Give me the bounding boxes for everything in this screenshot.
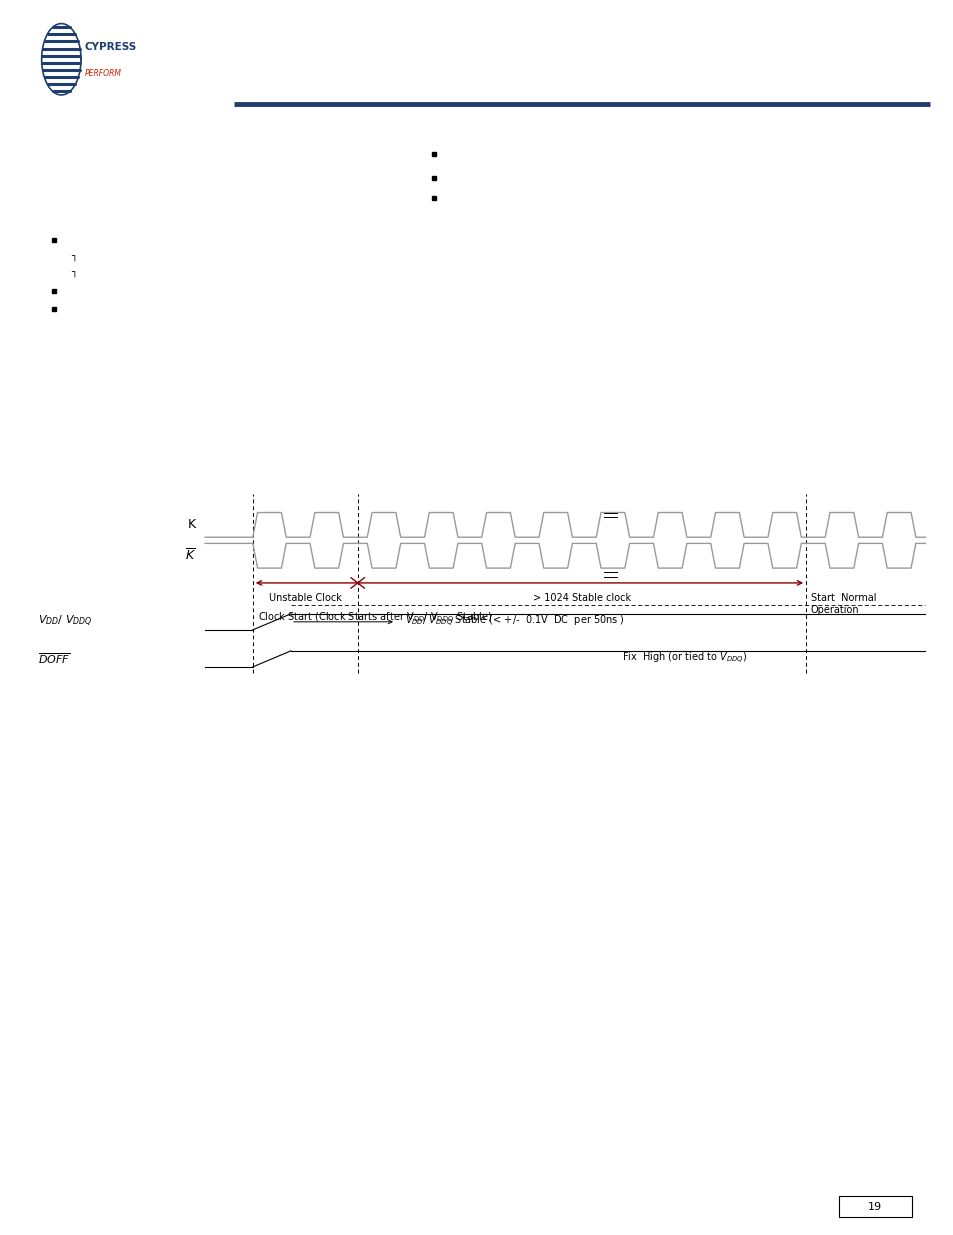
Text: Clock Start (Clock Starts after $\mathregular{V_{DD}}$/ $\mathregular{V_{DDQ}}$ : Clock Start (Clock Starts after $\mathre… bbox=[257, 611, 491, 626]
Text: ┐: ┐ bbox=[71, 252, 77, 262]
Text: $\overline{DOFF}$: $\overline{DOFF}$ bbox=[38, 652, 71, 666]
Text: Fix  High (or tied to $V_{DDQ}$): Fix High (or tied to $V_{DDQ}$) bbox=[621, 651, 746, 667]
Text: K: K bbox=[187, 519, 195, 531]
Text: Unstable Clock: Unstable Clock bbox=[269, 593, 341, 603]
Text: CYPRESS: CYPRESS bbox=[85, 42, 136, 52]
Bar bbox=[838, 1195, 911, 1218]
Text: 19: 19 bbox=[867, 1202, 882, 1212]
Text: $V_{DD}$/ $V_{DDQ}$ Stable (< +/-  0.1V  DC  per 50ns ): $V_{DD}$/ $V_{DDQ}$ Stable (< +/- 0.1V D… bbox=[405, 614, 625, 630]
Text: ┐: ┐ bbox=[71, 268, 77, 278]
Text: > 1024 Stable clock: > 1024 Stable clock bbox=[533, 593, 630, 603]
Text: $V_{DD}$/ $V_{DDQ}$: $V_{DD}$/ $V_{DDQ}$ bbox=[38, 614, 92, 630]
Text: PERFORM: PERFORM bbox=[85, 69, 121, 79]
Text: $\overline{K}$: $\overline{K}$ bbox=[184, 548, 195, 563]
Text: Start  Normal
Operation: Start Normal Operation bbox=[810, 593, 876, 615]
